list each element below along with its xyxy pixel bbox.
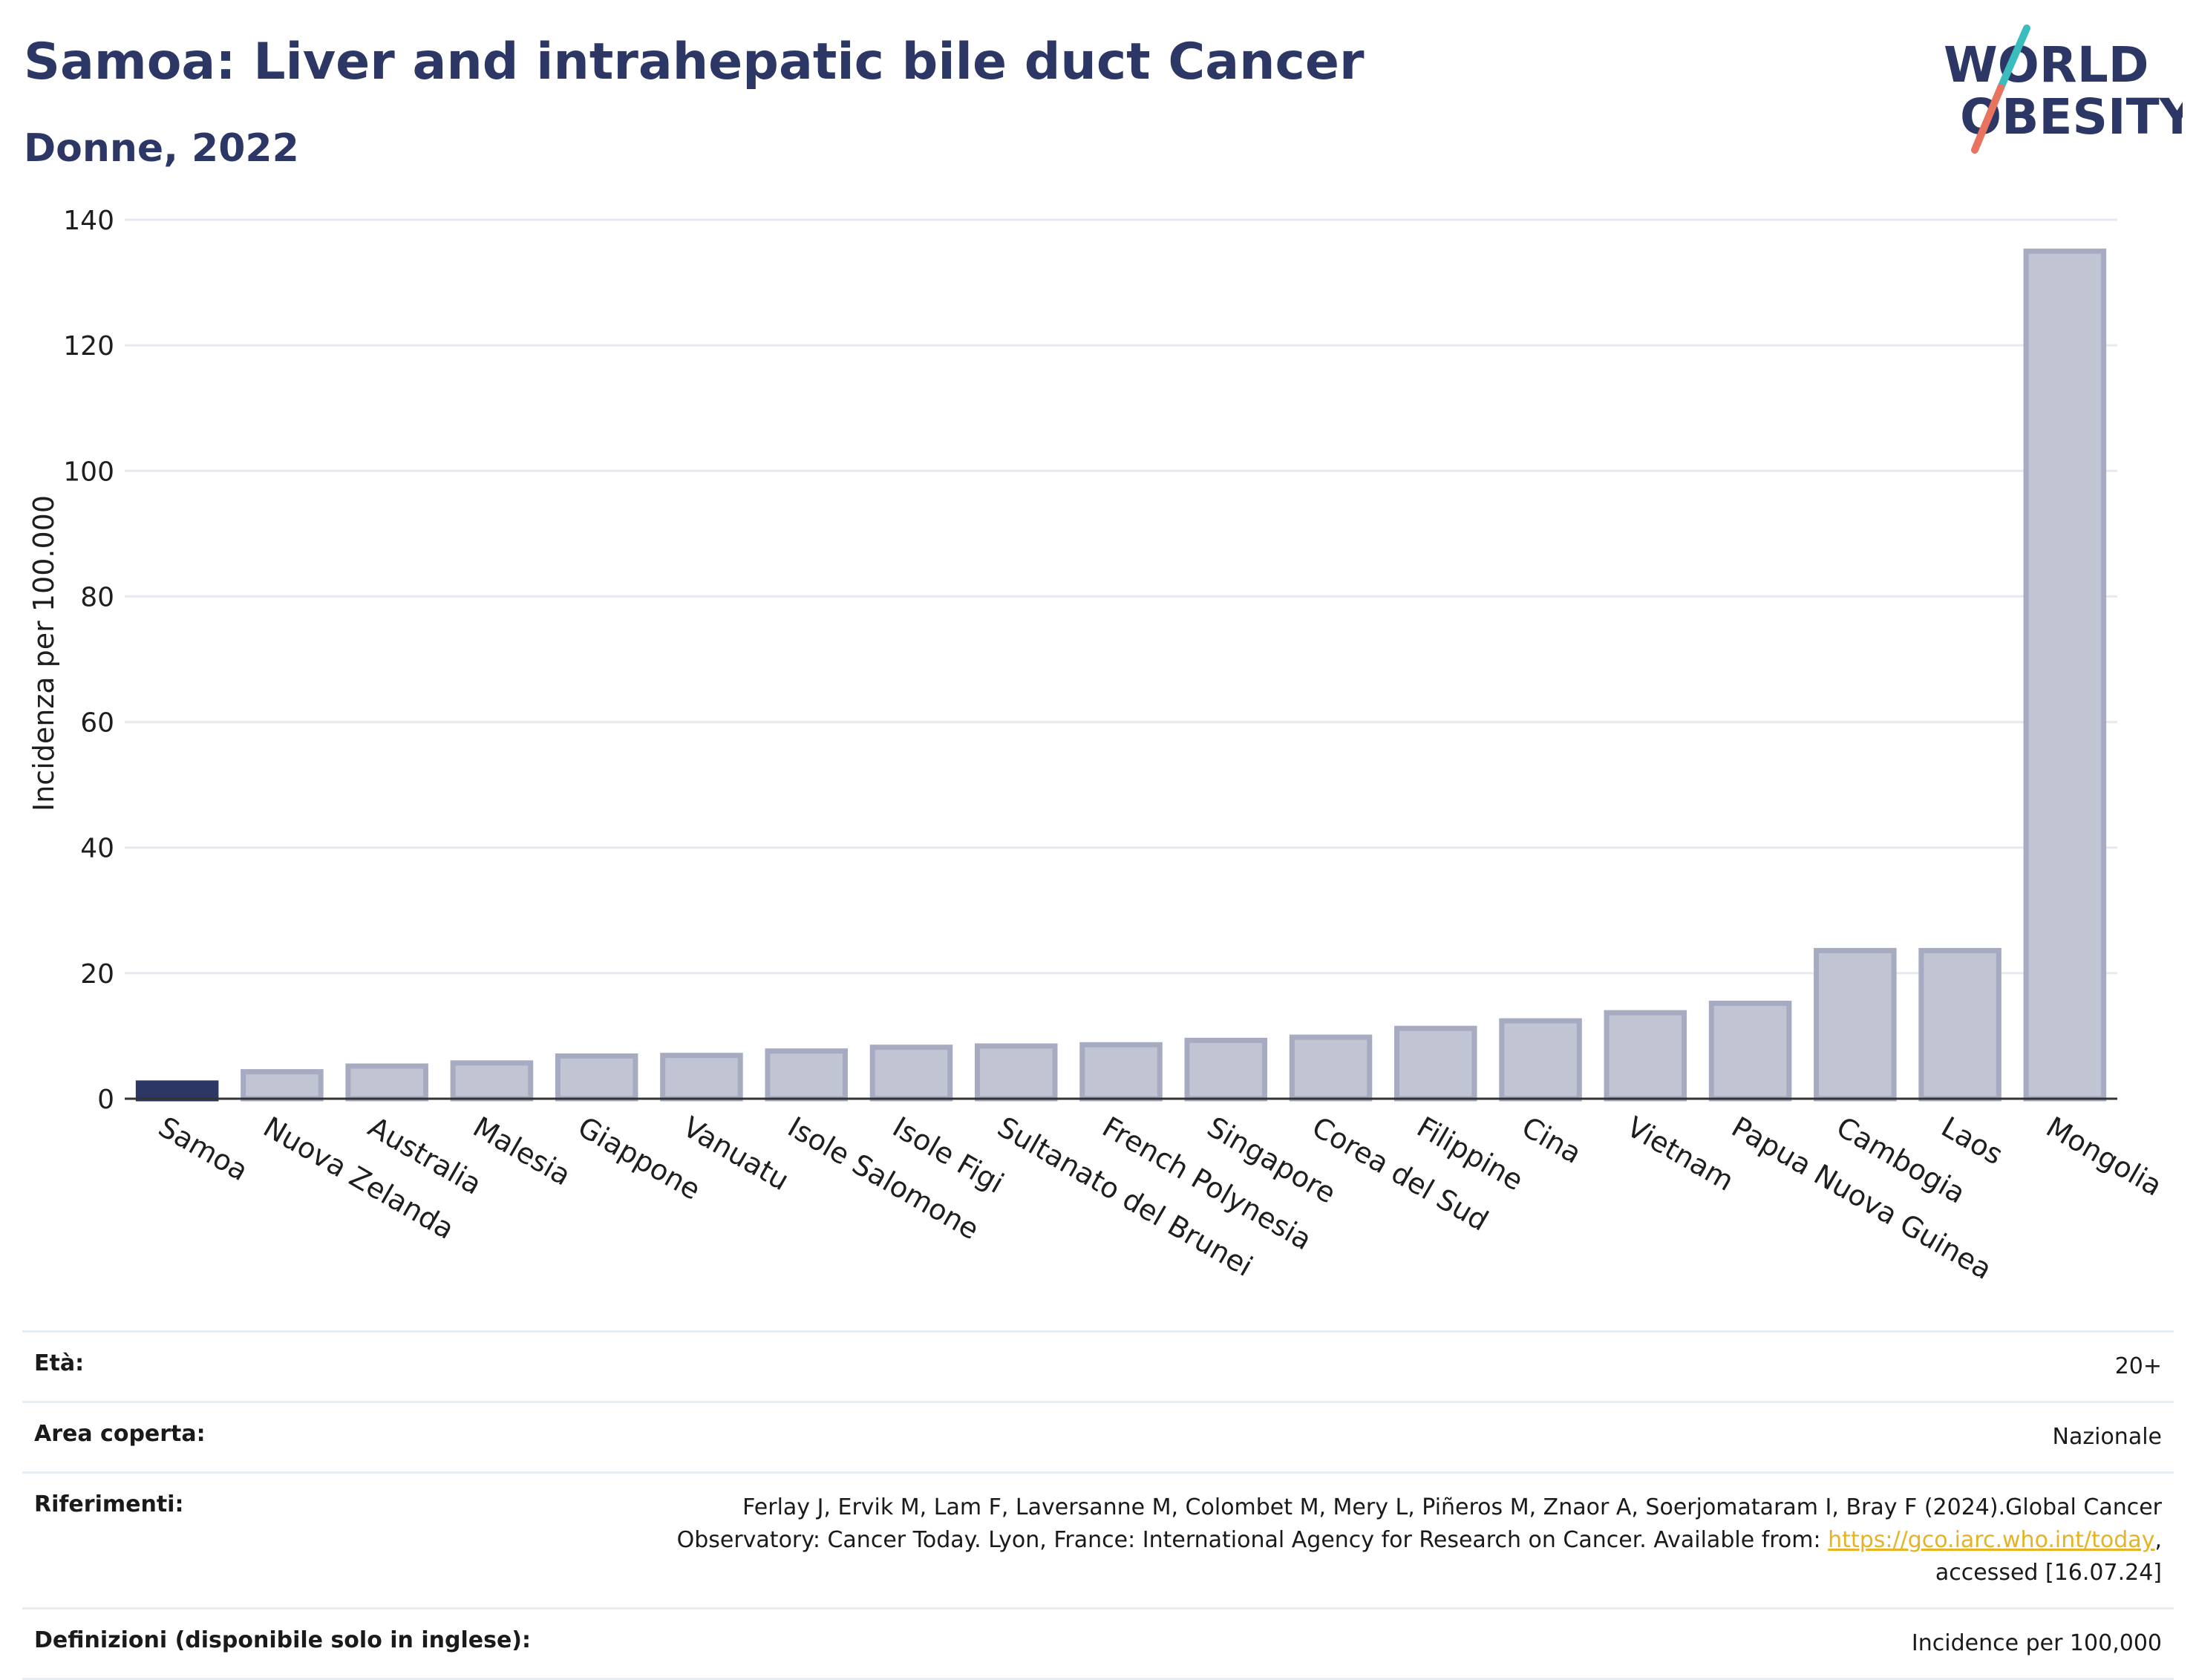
bar-laos <box>1918 947 2001 1102</box>
bar-corea-del-sud <box>1289 1034 1373 1102</box>
bar-nuova-zelanda <box>241 1069 324 1102</box>
x-tick-label: Samoa <box>153 1111 253 1188</box>
references-link[interactable]: https://gco.iarc.who.int/today <box>1828 1527 2155 1553</box>
y-tick-label: 20 <box>80 959 114 990</box>
x-tick-label: Vietnam <box>1621 1111 1739 1197</box>
y-axis-title: Incidenza per 100.000 <box>27 495 60 811</box>
bar-papua-nuova-guinea <box>1708 1000 1792 1102</box>
info-row-definitions: Definizioni (disponibile solo in inglese… <box>22 1607 2174 1680</box>
references-label: Riferimenti: <box>34 1491 184 1517</box>
bar-cambogia <box>1814 947 1897 1102</box>
bar-vietnam <box>1604 1010 1687 1102</box>
bar-sultanato-del-brunei <box>974 1043 1058 1102</box>
y-tick-label: 120 <box>63 331 114 362</box>
bar-malesia <box>450 1060 534 1102</box>
age-value: 20+ <box>2114 1353 2162 1379</box>
info-row-age: Età: 20+ <box>22 1330 2174 1401</box>
x-tick-label: Cina <box>1517 1111 1587 1170</box>
bar-australia <box>345 1063 428 1102</box>
bar-isole-figi <box>869 1045 953 1102</box>
world-obesity-logo: WORLD OBESITY <box>1944 24 2183 154</box>
definitions-label: Definizioni (disponibile solo in inglese… <box>34 1627 531 1653</box>
bar-filippine <box>1394 1025 1477 1102</box>
x-tick-label: Corea del Sud <box>1307 1111 1494 1238</box>
x-tick-label: Laos <box>1936 1111 2009 1171</box>
bar-vanuatu <box>660 1053 743 1102</box>
x-tick-label: Nuova Zelanda <box>258 1111 460 1246</box>
info-table: Età: 20+ Area coperta: Nazionale Riferim… <box>22 1330 2174 1680</box>
info-row-references: Riferimenti: Ferlay J, Ervik M, Lam F, L… <box>22 1471 2174 1607</box>
area-label: Area coperta: <box>34 1421 206 1447</box>
bar-isole-salomone <box>765 1048 848 1102</box>
y-tick-label: 140 <box>63 206 114 236</box>
y-tick-label: 0 <box>97 1085 114 1115</box>
bar-mongolia <box>2023 248 2107 1102</box>
info-row-area: Area coperta: Nazionale <box>22 1401 2174 1471</box>
bar-singapore <box>1184 1037 1268 1102</box>
page-subtitle: Donne, 2022 <box>24 126 299 171</box>
bar-french-polynesia <box>1079 1042 1163 1102</box>
x-tick-label: Malesia <box>468 1111 576 1192</box>
x-tick-labels: Samoa Nuova ZelandaAustraliaMalesiaGiappo… <box>153 1111 2168 1286</box>
definitions-value: Incidence per 100,000 <box>1911 1630 2162 1656</box>
x-tick-label: Isole Salomone <box>782 1111 984 1246</box>
y-tick-label: 40 <box>80 834 114 864</box>
y-tick-label: 60 <box>80 708 114 739</box>
references-accessed: , accessed [16.07.24] <box>1935 1527 2162 1586</box>
bar-cina <box>1499 1018 1582 1102</box>
logo-line1: WORLD <box>1944 36 2149 94</box>
bar-samoa <box>135 1080 219 1102</box>
references-text: Ferlay J, Ervik M, Lam F, Laversanne M, … <box>676 1494 2162 1553</box>
bar-giappone <box>555 1053 638 1102</box>
y-tick-labels: 0 20 40 60 80 100 120 140 <box>63 206 114 1115</box>
bar-chart: 0 20 40 60 80 100 120 140 Samoa Nuova ZelandaAus… <box>27 206 2168 1286</box>
x-tick-label: Mongolia <box>2041 1111 2168 1203</box>
age-label: Età: <box>34 1350 85 1376</box>
area-value: Nazionale <box>2052 1424 2162 1450</box>
y-tick-label: 80 <box>80 582 114 612</box>
bars <box>135 248 2107 1102</box>
gridlines <box>125 218 2117 975</box>
page-title: Samoa: Liver and intrahepatic bile duct … <box>24 33 1365 91</box>
references-value: Ferlay J, Ervik M, Lam F, Laversanne M, … <box>603 1491 2162 1589</box>
y-tick-label: 100 <box>63 457 114 487</box>
